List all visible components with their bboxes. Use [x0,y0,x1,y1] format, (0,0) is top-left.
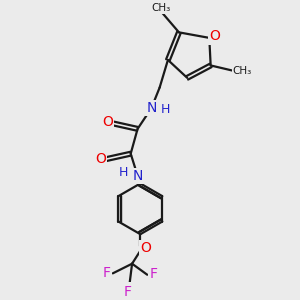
Text: H: H [118,167,128,179]
Text: F: F [149,267,157,281]
Text: CH₃: CH₃ [152,3,171,13]
Text: H: H [161,103,170,116]
Text: N: N [146,101,157,115]
Text: O: O [95,152,106,166]
Text: N: N [133,169,143,183]
Text: O: O [140,241,151,255]
Text: F: F [103,266,111,280]
Text: F: F [124,285,132,299]
Text: CH₃: CH₃ [233,66,252,76]
Text: O: O [209,29,220,44]
Text: O: O [102,115,113,129]
